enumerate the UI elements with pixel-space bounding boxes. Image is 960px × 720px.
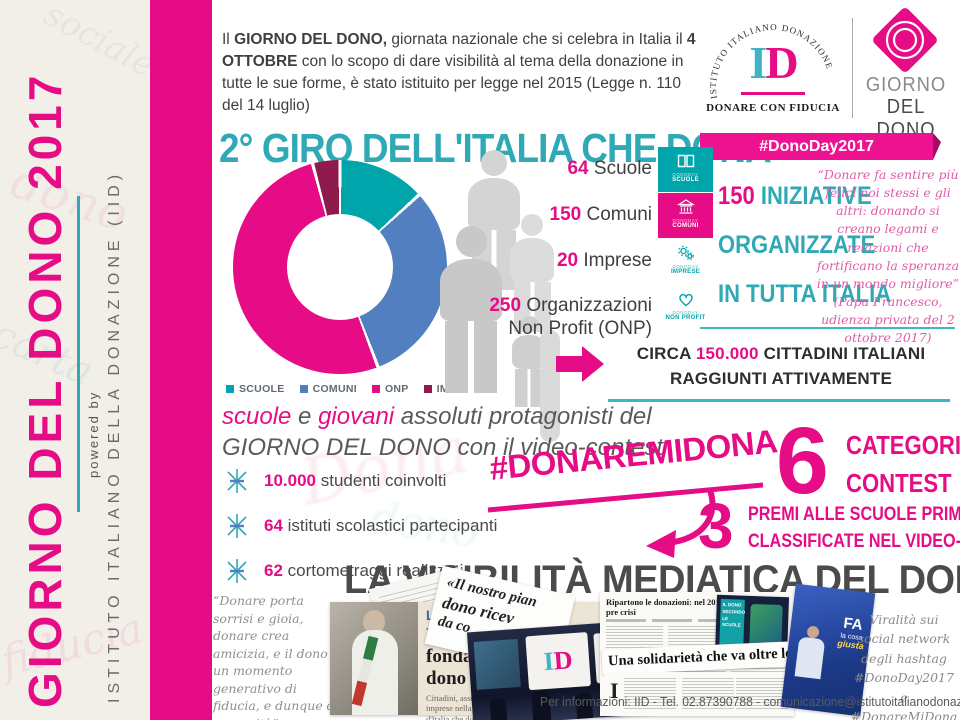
- gray-shape: [540, 330, 560, 442]
- heart-icon: [678, 293, 693, 307]
- organization-name-vertical: ISTITUTO ITALIANO DELLA DONAZIONE (IID): [106, 169, 123, 703]
- initiatives-callout: 150 INIZIATIVE ORGANIZZATE IN TUTTA ITAL…: [718, 182, 892, 308]
- iid-underline: [741, 92, 805, 95]
- categories-label: CONTEST: [846, 468, 952, 498]
- tv-backdrop-panel: ID: [525, 632, 591, 691]
- badge-scuole: DONODAY SCUOLE: [658, 147, 713, 192]
- legend-swatch: [423, 385, 432, 393]
- tv-screen: [473, 638, 521, 690]
- stat-comuni: 150 Comuni: [549, 203, 652, 225]
- stat-onp: 250 Organizzazioni Non Profit (ONP): [489, 295, 652, 340]
- tv-person: [794, 636, 826, 680]
- social-virality-note: Viralità sui social network degli hashta…: [850, 612, 958, 720]
- teal-rule: [608, 399, 950, 402]
- curved-arrow-icon: [487, 482, 764, 558]
- iid-logo: ISTITUTO ITALIANO DONAZIONE ID DONARE CO…: [698, 6, 848, 131]
- legend-item: COMUNI: [299, 383, 357, 395]
- legend-item: ONP: [371, 383, 409, 395]
- legend-item: SCUOLE: [226, 383, 285, 395]
- bank-icon: [676, 199, 695, 214]
- magenta-accent-bar: [150, 0, 212, 720]
- book-icon: [677, 154, 694, 168]
- badge-comuni: DONODAY COMUNI: [658, 193, 713, 238]
- badge-nonprofit: DONODAY NON PROFIT: [658, 285, 713, 330]
- giorno-logo-line1: GIORNO: [865, 74, 947, 96]
- prizes-label: PREMI ALLE SCUOLE PRIME: [748, 504, 960, 525]
- footer-contact-info: Per informazioni: IID - Tel. 02.87390788…: [540, 694, 960, 709]
- powered-by-label: powered by: [86, 390, 101, 478]
- right-arrow-icon: [582, 346, 604, 382]
- newspaper-photo: [330, 602, 418, 715]
- prizes-number: 3: [698, 490, 734, 562]
- giorno-del-dono-logo: GIORNO DEL DONO: [860, 6, 952, 141]
- bullet-studenti: 10.000 studenti coinvolti: [224, 468, 497, 494]
- legend-swatch: [299, 385, 308, 393]
- prizes-label: CLASSIFICATE NEL VIDEO-CONTEST: [748, 531, 960, 552]
- bullet-cortometraggi: 62 cortometraggi realizzati: [224, 558, 497, 584]
- contest-bullets: 10.000 studenti coinvolti 64 istituti sc…: [224, 468, 497, 603]
- iid-arc-text: ISTITUTO ITALIANO DONAZIONE: [708, 22, 834, 100]
- right-arrow-icon: [556, 356, 582, 372]
- contest-intro: scuole e giovani assoluti protagonisti d…: [222, 403, 664, 461]
- donoday-ribbon: #DonoDay2017: [700, 133, 941, 160]
- star-bullet-icon: [227, 514, 247, 538]
- participation-stats: 64 Scuole 150 Comuni 20 Imprese 250 Orga…: [430, 158, 652, 364]
- poster-title-vertical: GIORNO DEL DONO 2017: [19, 71, 71, 708]
- star-bullet-icon: [227, 469, 247, 493]
- categories-label: CATEGORIE: [846, 430, 960, 460]
- donut-hole: [287, 214, 393, 320]
- badge-imprese: DONODAY IMPRESE: [658, 239, 713, 284]
- article-text-block: I: [604, 672, 789, 714]
- stat-imprese: 20 Imprese: [556, 249, 652, 271]
- categories-number: 6: [776, 408, 829, 514]
- person-silhouette: [440, 226, 502, 393]
- donut-chart: [233, 160, 447, 374]
- bullet-istituti: 64 istituti scolastici partecipanti: [224, 513, 497, 539]
- legend-swatch: [371, 385, 380, 393]
- sidebar-divider-rule: [77, 196, 80, 512]
- reach-statement: CIRCA 150.000 CITTADINI ITALIANI RAGGIUN…: [636, 344, 926, 388]
- stat-scuole: 64 Scuole: [567, 158, 652, 179]
- left-sidebar: sociale carta dono fiducia GIORNO DEL DO…: [0, 0, 150, 720]
- iid-tagline: DONARE CON FIDUCIA: [706, 102, 840, 114]
- logo-divider: [852, 18, 853, 118]
- swirl-icon: [885, 20, 925, 60]
- article-headline: Ripartono le donazioni: nel 2016 tornate…: [606, 597, 784, 617]
- pope-francesco-quote: “Donare fa sentire più felici noi stessi…: [816, 167, 960, 346]
- teal-rule: [700, 327, 955, 329]
- gears-icon: [677, 245, 694, 261]
- person-silhouette: [510, 214, 554, 332]
- legend-swatch: [226, 385, 234, 393]
- intro-paragraph: Il GIORNO DEL DONO, giornata nazionale c…: [222, 30, 696, 114]
- star-bullet-icon: [227, 559, 247, 583]
- iid-monogram: ID: [749, 37, 798, 88]
- mattarella-quote: “Donare porta sorrisi e gioia, donare cr…: [213, 593, 339, 720]
- donoday-badges: DONODAY SCUOLE DONODAY COMUNI DONODAY: [658, 147, 713, 331]
